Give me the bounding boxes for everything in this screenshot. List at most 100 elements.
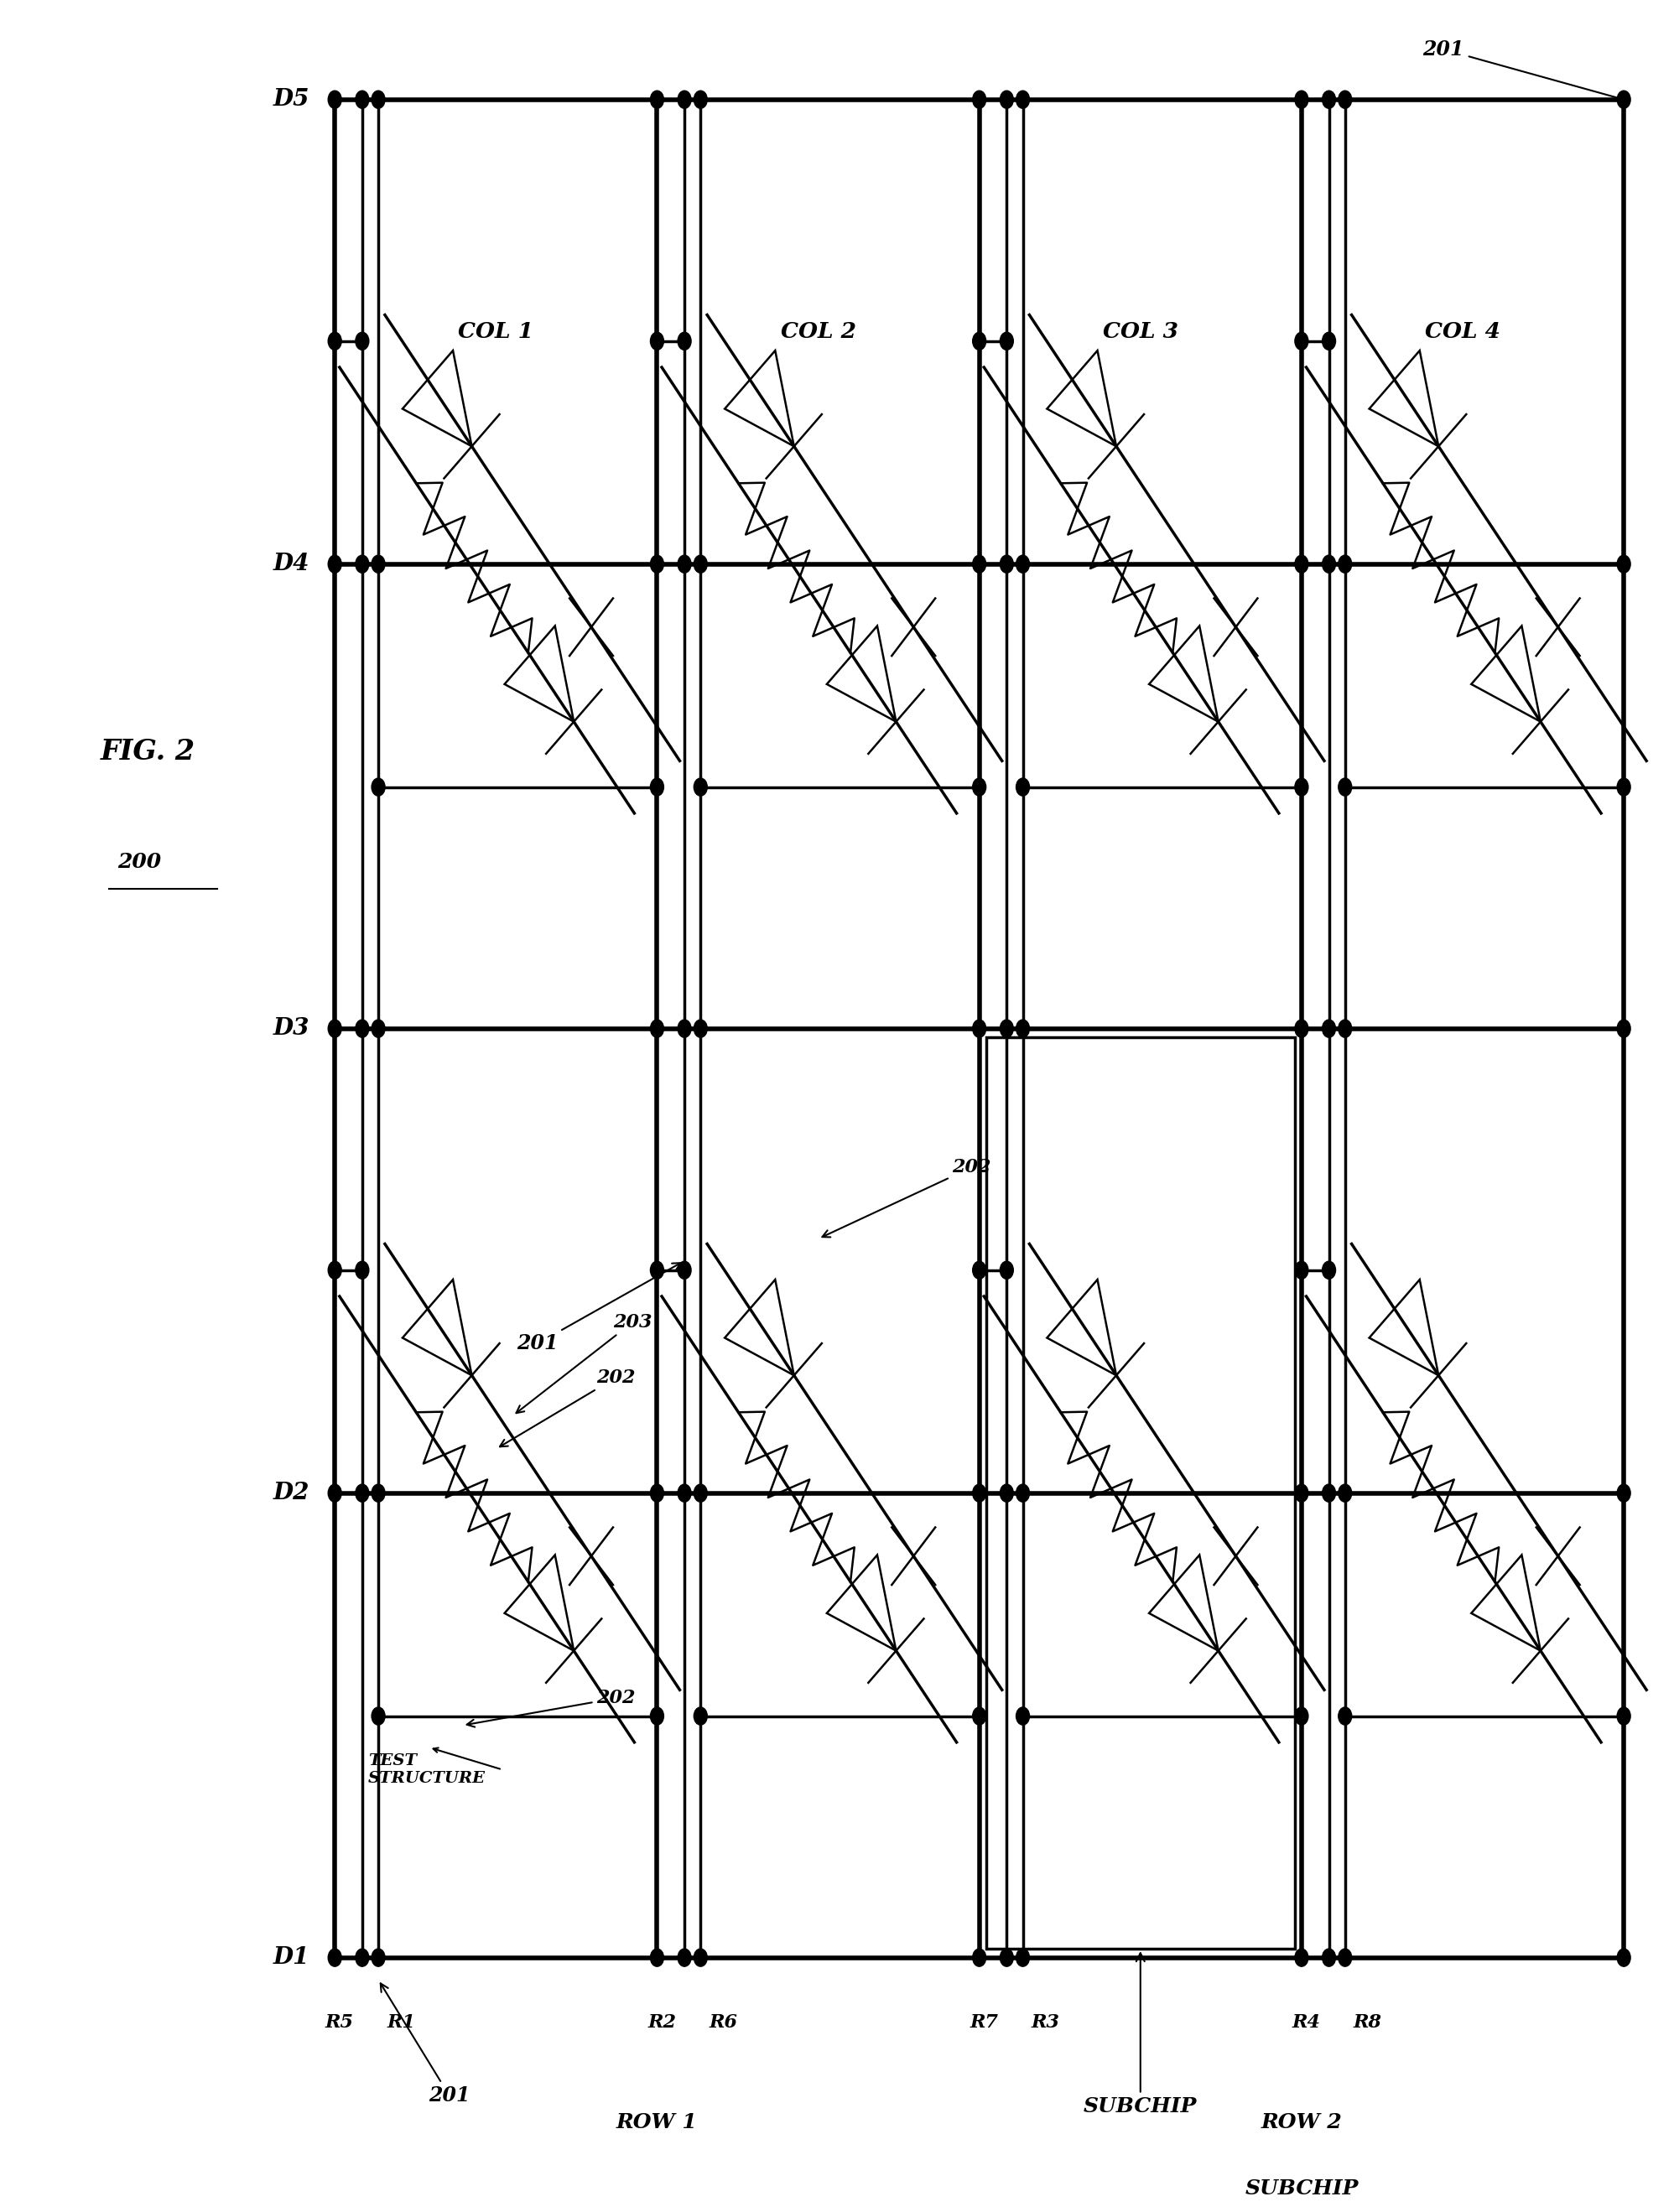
Circle shape xyxy=(693,1484,706,1502)
Circle shape xyxy=(1322,91,1336,108)
Text: TEST
STRUCTURE: TEST STRUCTURE xyxy=(368,1754,485,1785)
Circle shape xyxy=(372,555,385,573)
Text: R5: R5 xyxy=(325,2013,353,2031)
Circle shape xyxy=(650,779,663,796)
Circle shape xyxy=(999,1949,1013,1966)
Circle shape xyxy=(1338,1484,1351,1502)
Circle shape xyxy=(973,1020,986,1037)
Circle shape xyxy=(678,1261,691,1279)
Circle shape xyxy=(1296,1708,1309,1725)
Text: D1: D1 xyxy=(273,1947,310,1969)
Circle shape xyxy=(328,1020,341,1037)
Circle shape xyxy=(372,1949,385,1966)
Text: 202: 202 xyxy=(501,1369,636,1447)
Text: ROW 2: ROW 2 xyxy=(1261,2112,1343,2132)
Circle shape xyxy=(1296,332,1309,349)
Text: D2: D2 xyxy=(273,1482,310,1504)
Circle shape xyxy=(355,91,368,108)
Circle shape xyxy=(355,1261,368,1279)
Text: R1: R1 xyxy=(387,2013,415,2031)
Text: R8: R8 xyxy=(1353,2013,1383,2031)
Text: SUBCHIP: SUBCHIP xyxy=(1245,2179,1358,2199)
Circle shape xyxy=(1338,1708,1351,1725)
Circle shape xyxy=(650,332,663,349)
Circle shape xyxy=(372,91,385,108)
Text: 203: 203 xyxy=(516,1314,653,1413)
Circle shape xyxy=(1016,1949,1030,1966)
Circle shape xyxy=(1296,91,1309,108)
Circle shape xyxy=(1322,1261,1336,1279)
Circle shape xyxy=(678,555,691,573)
Circle shape xyxy=(693,1949,706,1966)
Text: D3: D3 xyxy=(273,1018,310,1040)
Circle shape xyxy=(1617,1949,1630,1966)
Circle shape xyxy=(999,91,1013,108)
Circle shape xyxy=(1296,1949,1309,1966)
Circle shape xyxy=(650,1484,663,1502)
Circle shape xyxy=(1296,1484,1309,1502)
Circle shape xyxy=(1338,779,1351,796)
Text: COL 3: COL 3 xyxy=(1103,321,1178,343)
Circle shape xyxy=(372,1484,385,1502)
Circle shape xyxy=(973,332,986,349)
Circle shape xyxy=(999,332,1013,349)
Circle shape xyxy=(372,779,385,796)
Circle shape xyxy=(650,1261,663,1279)
Circle shape xyxy=(1617,91,1630,108)
Circle shape xyxy=(1016,91,1030,108)
Circle shape xyxy=(328,332,341,349)
Circle shape xyxy=(650,555,663,573)
Circle shape xyxy=(1617,1708,1630,1725)
Circle shape xyxy=(328,1261,341,1279)
Text: D5: D5 xyxy=(273,88,310,111)
Circle shape xyxy=(1016,779,1030,796)
Text: 201: 201 xyxy=(380,1984,470,2106)
Circle shape xyxy=(693,91,706,108)
Text: 201: 201 xyxy=(517,1263,681,1354)
Text: COL 4: COL 4 xyxy=(1425,321,1500,343)
Circle shape xyxy=(372,1020,385,1037)
Circle shape xyxy=(328,1949,341,1966)
Circle shape xyxy=(678,1484,691,1502)
Circle shape xyxy=(1296,779,1309,796)
Text: R3: R3 xyxy=(1031,2013,1060,2031)
Circle shape xyxy=(678,1949,691,1966)
Text: COL 2: COL 2 xyxy=(780,321,855,343)
Circle shape xyxy=(678,332,691,349)
Text: 201: 201 xyxy=(1423,40,1622,100)
Circle shape xyxy=(1296,1020,1309,1037)
Circle shape xyxy=(999,1020,1013,1037)
Circle shape xyxy=(355,555,368,573)
Circle shape xyxy=(1322,1020,1336,1037)
Text: ROW 1: ROW 1 xyxy=(616,2112,698,2132)
Text: R4: R4 xyxy=(1292,2013,1321,2031)
Circle shape xyxy=(355,1484,368,1502)
Circle shape xyxy=(650,91,663,108)
Circle shape xyxy=(973,555,986,573)
Text: R6: R6 xyxy=(708,2013,738,2031)
Circle shape xyxy=(1016,1484,1030,1502)
Text: R7: R7 xyxy=(969,2013,998,2031)
Circle shape xyxy=(1296,555,1309,573)
Circle shape xyxy=(1338,91,1351,108)
Circle shape xyxy=(1016,1708,1030,1725)
Circle shape xyxy=(999,1261,1013,1279)
Circle shape xyxy=(973,1261,986,1279)
Circle shape xyxy=(999,1484,1013,1502)
Circle shape xyxy=(372,1708,385,1725)
Circle shape xyxy=(999,555,1013,573)
Circle shape xyxy=(355,1020,368,1037)
Circle shape xyxy=(355,1949,368,1966)
Text: SUBCHIP: SUBCHIP xyxy=(1083,1953,1197,2117)
Text: D4: D4 xyxy=(273,553,310,575)
Circle shape xyxy=(693,555,706,573)
Circle shape xyxy=(973,1708,986,1725)
Circle shape xyxy=(693,779,706,796)
Circle shape xyxy=(650,1949,663,1966)
Text: FIG. 2: FIG. 2 xyxy=(100,739,196,765)
Circle shape xyxy=(1617,1020,1630,1037)
Circle shape xyxy=(650,1708,663,1725)
Circle shape xyxy=(973,1949,986,1966)
Text: R2: R2 xyxy=(648,2013,676,2031)
Circle shape xyxy=(973,1484,986,1502)
